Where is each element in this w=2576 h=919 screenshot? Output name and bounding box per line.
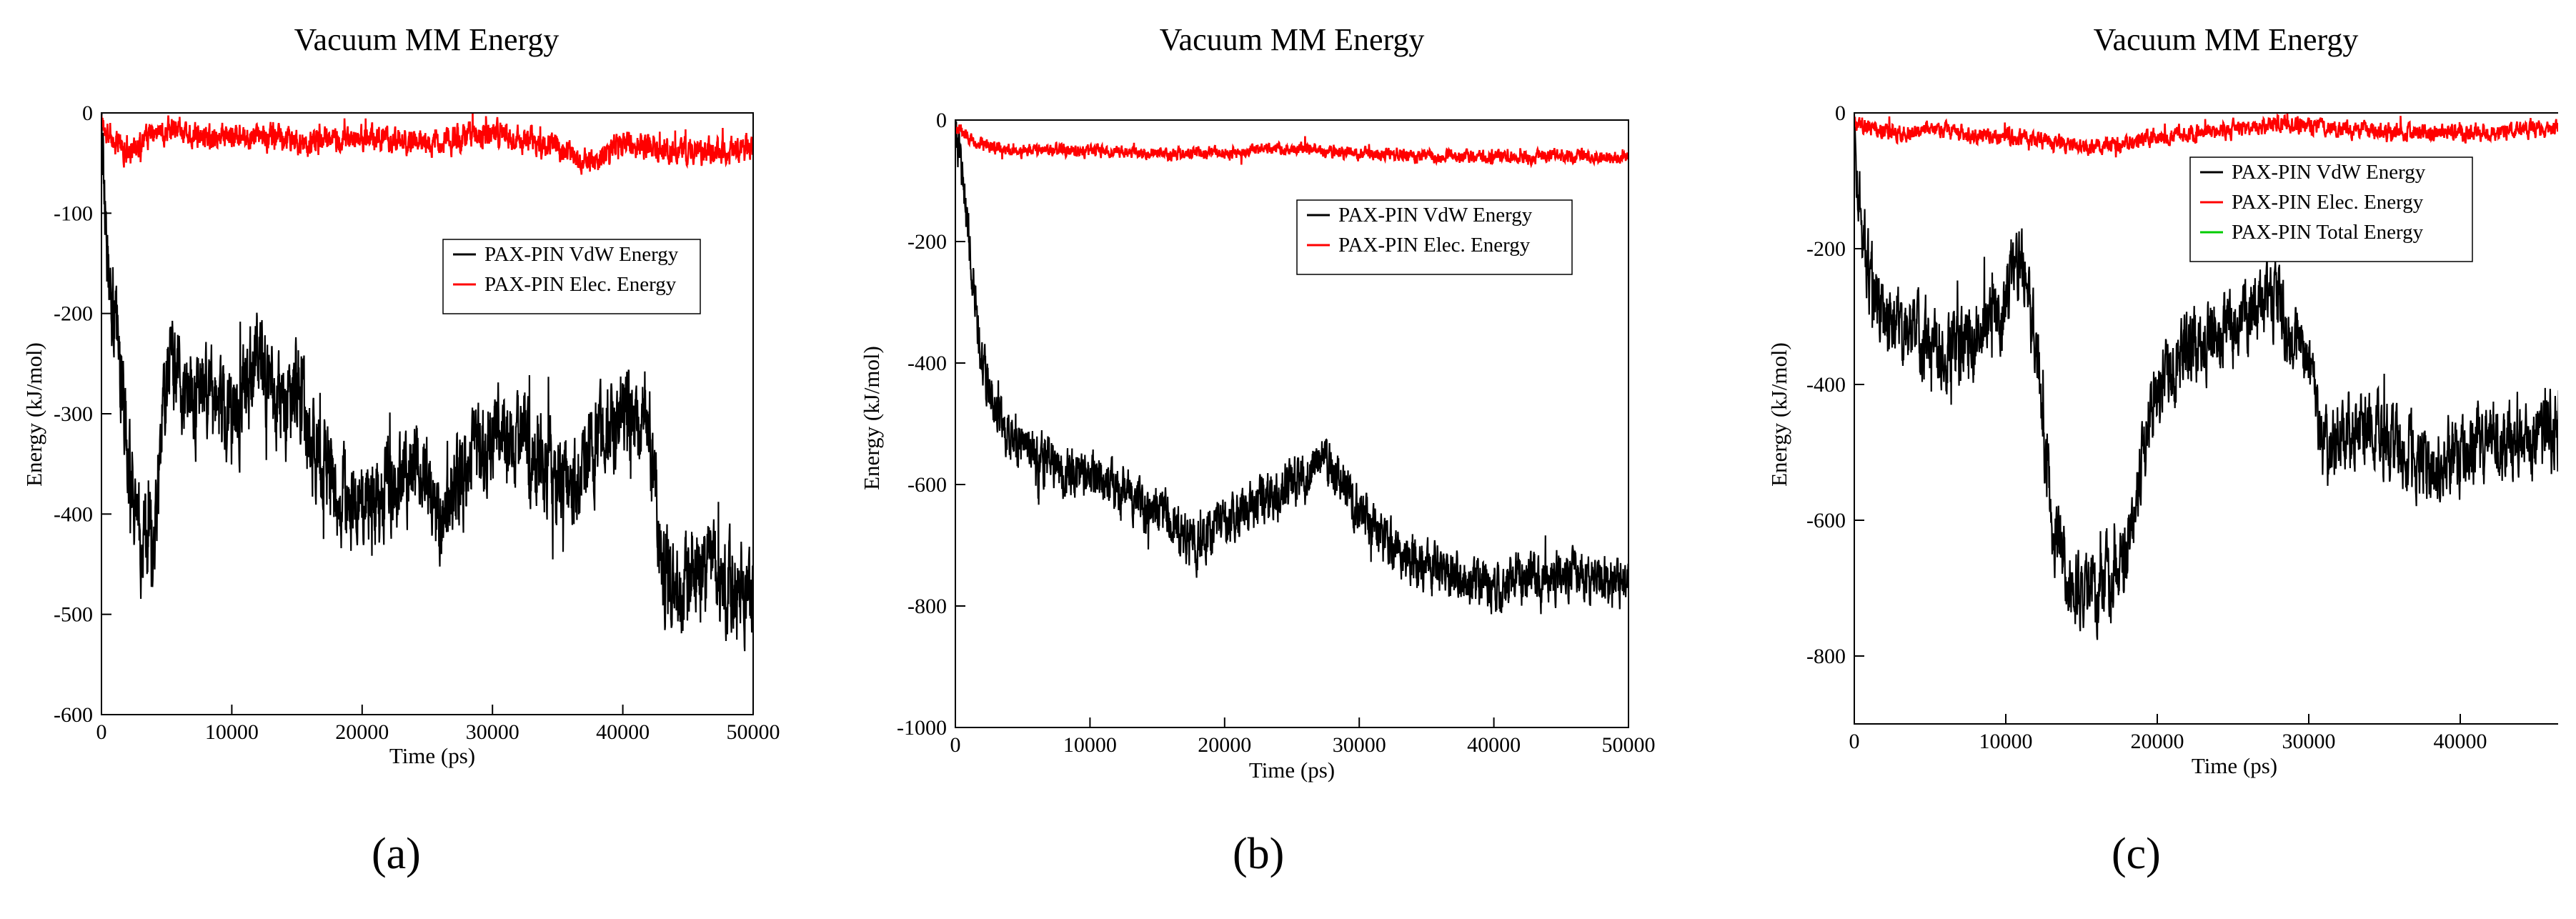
chart-a: Vacuum MM Energy 0 10000 20000 30000 40000 50… — [21, 22, 780, 768]
legend-entry: PAX-PIN Total Energy — [2232, 221, 2424, 244]
series-line-1 — [955, 120, 1628, 615]
series-line-2 — [1854, 113, 2558, 158]
plot-frame — [1854, 112, 2558, 725]
series-line-1 — [1854, 113, 2558, 640]
x-tick-label: 30000 — [1333, 733, 1386, 757]
series-line-2 — [101, 113, 753, 175]
x-tick-label: 30000 — [2282, 730, 2336, 753]
y-tick-label: 0 — [82, 101, 93, 125]
x-axis-label: Time (ps) — [2192, 753, 2277, 778]
x-tick-label: 20000 — [2131, 730, 2184, 753]
y-axis-label: Energy (kJ/mol) — [859, 346, 884, 490]
x-tick-label: 40000 — [1467, 733, 1521, 757]
y-tick-label: -600 — [1806, 509, 1846, 532]
x-tick-label: 50000 — [727, 720, 780, 744]
y-tick-label: -600 — [907, 473, 947, 497]
legend-entry: PAX-PIN Elec. Energy — [484, 273, 677, 296]
chart-title: Vacuum MM Energy — [2094, 22, 2359, 57]
series-line-2 — [955, 124, 1628, 169]
x-tick-label: 10000 — [205, 720, 259, 744]
y-axis-label: Energy (kJ/mol) — [1766, 342, 1791, 487]
y-tick-label: -400 — [907, 352, 947, 375]
legend-box — [442, 239, 701, 314]
x-tick-label: 20000 — [335, 720, 389, 744]
y-axis-label: Energy (kJ/mol) — [21, 342, 46, 487]
x-tick-label: 0 — [950, 733, 961, 757]
legend-entry: PAX-PIN VdW Energy — [2232, 161, 2426, 184]
x-tick-label: 40000 — [2434, 730, 2487, 753]
y-tick-label: -300 — [54, 402, 93, 426]
y-tick-label: -800 — [1806, 645, 1846, 668]
y-tick-label: -1000 — [897, 716, 947, 740]
chart-title: Vacuum MM Energy — [1160, 22, 1425, 57]
y-tick-label: -500 — [54, 603, 93, 627]
legend-entry: PAX-PIN Elec. Energy — [1338, 234, 1531, 257]
chart-title: Vacuum MM Energy — [294, 22, 560, 57]
y-tick-label: -400 — [54, 502, 93, 526]
panel-a: Vacuum MM Energy 0 10000 20000 30000 40000 50… — [0, 0, 843, 919]
chart-b: Vacuum MM Energy 0 10000 20000 30000 40000 50… — [859, 22, 1656, 783]
y-tick-label: 0 — [1835, 101, 1846, 125]
legend-entry: PAX-PIN VdW Energy — [484, 243, 679, 266]
y-tick-label: 0 — [936, 109, 947, 132]
panel-label-c: (c) — [2112, 830, 2161, 878]
panel-c: Vacuum MM Energy 01000020000300004000050… — [1715, 0, 2558, 919]
x-tick-label: 10000 — [1063, 733, 1117, 757]
x-tick-label: 0 — [96, 720, 107, 744]
panel-label-a: (a) — [372, 830, 421, 878]
legend-entry: PAX-PIN Elec. Energy — [2232, 191, 2424, 214]
panel-label-b: (b) — [1233, 830, 1285, 878]
x-tick-label: 20000 — [1198, 733, 1251, 757]
x-tick-label: 50000 — [1602, 733, 1656, 757]
plot-frame — [955, 119, 1629, 728]
y-tick-label: -100 — [54, 202, 93, 225]
x-tick-label: 40000 — [596, 720, 650, 744]
x-axis-label: Time (ps) — [389, 743, 475, 768]
panel-b: Vacuum MM Energy 0 10000 20000 30000 40000 50… — [857, 0, 1701, 919]
y-tick-label: -200 — [54, 302, 93, 326]
series-line-1 — [101, 113, 753, 652]
y-tick-label: -400 — [1806, 373, 1846, 397]
x-tick-label: 10000 — [1979, 730, 2033, 753]
x-axis-label: Time (ps) — [1249, 757, 1335, 783]
legend-box — [2189, 157, 2473, 262]
chart-c: Vacuum MM Energy 01000020000300004000050… — [1766, 22, 2558, 778]
y-tick-label: -800 — [907, 595, 947, 618]
y-tick-label: -600 — [54, 703, 93, 727]
x-tick-label: 0 — [1849, 730, 1860, 753]
x-tick-label: 30000 — [466, 720, 519, 744]
legend-entry: PAX-PIN VdW Energy — [1338, 204, 1533, 227]
y-tick-label: -200 — [1806, 237, 1846, 261]
y-tick-label: -200 — [907, 230, 947, 254]
legend-box — [1296, 199, 1573, 275]
